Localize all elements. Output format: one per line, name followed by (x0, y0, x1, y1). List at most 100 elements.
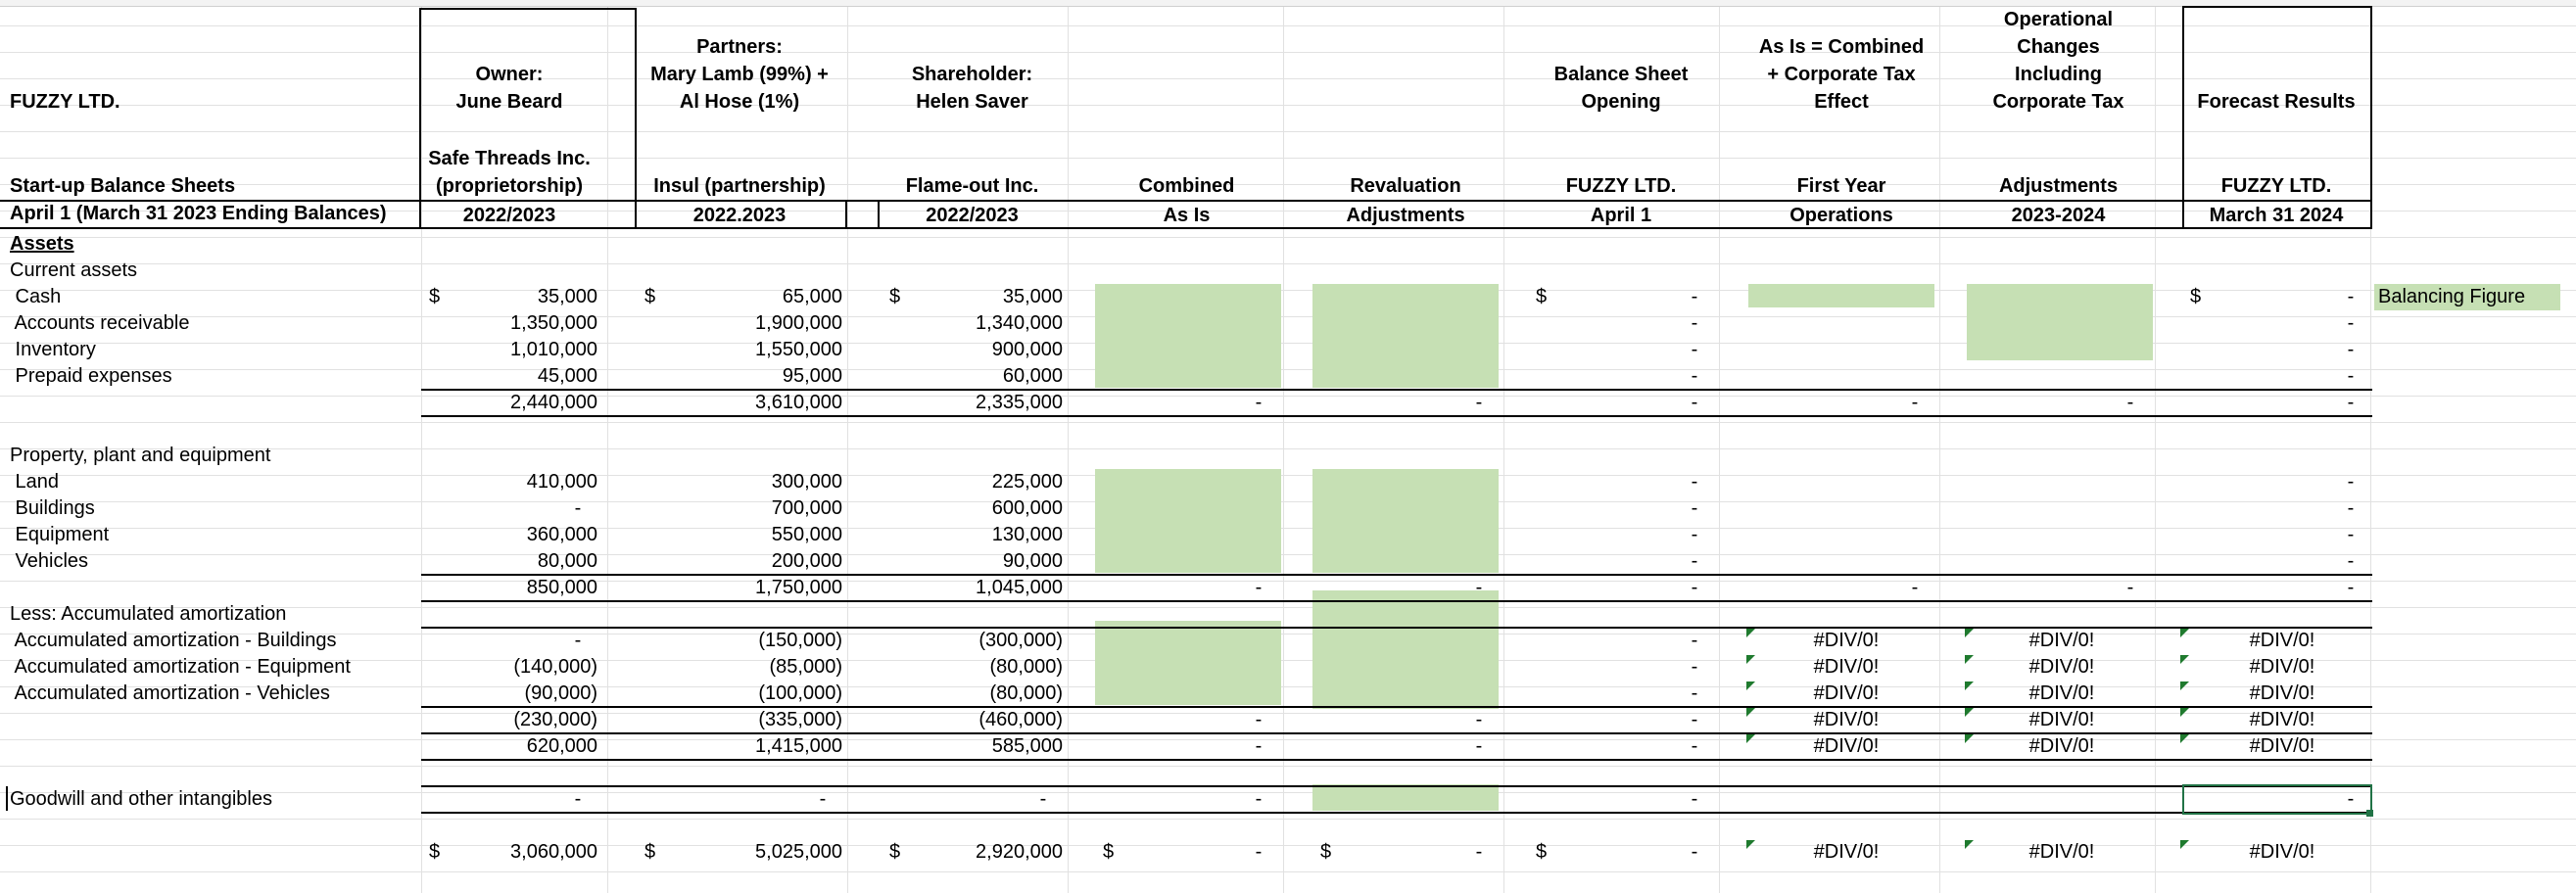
input-range-6[interactable] (1095, 621, 1281, 705)
cell-r5-c0[interactable]: 45,000 (537, 365, 597, 387)
input-range-4[interactable] (1095, 469, 1281, 573)
cell-r12-c8[interactable]: - (2347, 550, 2355, 572)
active-cell-selection[interactable] (2182, 784, 2372, 815)
cell-r23-c5[interactable]: - (1691, 841, 1698, 863)
cell-r10-c8[interactable]: - (2347, 497, 2355, 519)
cell-r3-c1[interactable]: 1,900,000 (755, 312, 842, 334)
input-range-1[interactable] (1312, 284, 1499, 388)
cell-r10-c1[interactable]: 700,000 (771, 497, 842, 519)
cell-r5-c8[interactable]: - (2347, 365, 2355, 387)
cell-r10-c2[interactable]: 600,000 (991, 497, 1063, 519)
cell-r16-c0[interactable]: (140,000) (513, 656, 597, 678)
cell-r2-c2[interactable]: 35,000 (1002, 286, 1063, 307)
cell-r4-c5[interactable]: - (1691, 339, 1698, 360)
cell-r17-c5[interactable]: - (1691, 682, 1698, 704)
cell-r23-c0[interactable]: 3,060,000 (510, 841, 597, 863)
cell-r19-c7[interactable]: #DIV/0! (2028, 735, 2095, 757)
cell-r23-c2[interactable]: 2,920,000 (976, 841, 1063, 863)
selection-fill-handle[interactable] (2366, 810, 2373, 817)
cell-r16-c6[interactable]: #DIV/0! (1813, 656, 1880, 678)
cell-r11-c0[interactable]: 360,000 (526, 524, 597, 545)
cell-r23-c6[interactable]: #DIV/0! (1813, 841, 1880, 863)
cell-r5-c5[interactable]: - (1691, 365, 1698, 387)
cell-r12-c0[interactable]: 80,000 (537, 550, 597, 572)
cell-r18-c7[interactable]: #DIV/0! (2028, 709, 2095, 730)
cell-r21-c2[interactable]: - (1039, 788, 1047, 810)
cell-r6-c4[interactable]: - (1475, 392, 1483, 413)
cell-r17-c0[interactable]: (90,000) (524, 682, 598, 704)
cell-r6-c3[interactable]: - (1255, 392, 1263, 413)
cell-r6-c2[interactable]: 2,335,000 (976, 392, 1063, 413)
cell-r6-c5[interactable]: - (1691, 392, 1698, 413)
cell-r12-c1[interactable]: 200,000 (771, 550, 842, 572)
cell-r15-c0[interactable]: - (574, 630, 582, 651)
cell-r2-c0[interactable]: 35,000 (537, 286, 597, 307)
cell-r16-c7[interactable]: #DIV/0! (2028, 656, 2095, 678)
cell-r9-c0[interactable]: 410,000 (526, 471, 597, 493)
cell-r17-c7[interactable]: #DIV/0! (2028, 682, 2095, 704)
cell-r18-c2[interactable]: (460,000) (978, 709, 1063, 730)
cell-r18-c4[interactable]: - (1475, 709, 1483, 730)
cell-r4-c8[interactable]: - (2347, 339, 2355, 360)
cell-r17-c2[interactable]: (80,000) (989, 682, 1064, 704)
cell-r6-c1[interactable]: 3,610,000 (755, 392, 842, 413)
input-range-0[interactable] (1095, 284, 1281, 388)
cell-r5-c2[interactable]: 60,000 (1002, 365, 1063, 387)
cell-r21-c0[interactable]: - (574, 788, 582, 810)
cell-r19-c2[interactable]: 585,000 (991, 735, 1063, 757)
cell-r23-c3[interactable]: - (1255, 841, 1263, 863)
input-range-3[interactable] (1967, 284, 2153, 360)
cell-r4-c2[interactable]: 900,000 (991, 339, 1063, 360)
cell-r23-c4[interactable]: - (1475, 841, 1483, 863)
cell-r2-c8[interactable]: - (2347, 286, 2355, 307)
cell-r17-c6[interactable]: #DIV/0! (1813, 682, 1880, 704)
cell-r19-c4[interactable]: - (1475, 735, 1483, 757)
cell-r3-c0[interactable]: 1,350,000 (510, 312, 597, 334)
input-range-5[interactable] (1312, 469, 1499, 573)
cell-r18-c6[interactable]: #DIV/0! (1813, 709, 1880, 730)
cell-r3-c2[interactable]: 1,340,000 (976, 312, 1063, 334)
cell-r11-c2[interactable]: 130,000 (991, 524, 1063, 545)
cell-r13-c5[interactable]: - (1691, 577, 1698, 598)
cell-r6-c6[interactable]: - (1911, 392, 1919, 413)
cell-r9-c2[interactable]: 225,000 (991, 471, 1063, 493)
cell-r11-c5[interactable]: - (1691, 524, 1698, 545)
cell-r13-c2[interactable]: 1,045,000 (976, 577, 1063, 598)
cell-r4-c0[interactable]: 1,010,000 (510, 339, 597, 360)
cell-r6-c0[interactable]: 2,440,000 (510, 392, 597, 413)
column-header-strip[interactable] (0, 0, 2576, 7)
cell-r6-c7[interactable]: - (2126, 392, 2134, 413)
cell-r19-c6[interactable]: #DIV/0! (1813, 735, 1880, 757)
cell-r19-c3[interactable]: - (1255, 735, 1263, 757)
cell-r9-c5[interactable]: - (1691, 471, 1698, 493)
cell-r18-c0[interactable]: (230,000) (513, 709, 597, 730)
cell-r16-c5[interactable]: - (1691, 656, 1698, 678)
cell-r15-c2[interactable]: (300,000) (978, 630, 1063, 651)
input-range-8[interactable] (1312, 784, 1499, 811)
cell-r6-c8[interactable]: - (2347, 392, 2355, 413)
cell-r9-c8[interactable]: - (2347, 471, 2355, 493)
cell-r15-c6[interactable]: #DIV/0! (1813, 630, 1880, 651)
cell-r12-c2[interactable]: 90,000 (1002, 550, 1063, 572)
cell-r19-c5[interactable]: - (1691, 735, 1698, 757)
cell-r21-c3[interactable]: - (1255, 788, 1263, 810)
cell-r17-c1[interactable]: (100,000) (758, 682, 842, 704)
cell-r11-c1[interactable]: 550,000 (771, 524, 842, 545)
cell-r13-c4[interactable]: - (1475, 577, 1483, 598)
cell-r13-c8[interactable]: - (2347, 577, 2355, 598)
cell-r11-c8[interactable]: - (2347, 524, 2355, 545)
cell-r4-c1[interactable]: 1,550,000 (755, 339, 842, 360)
cell-r21-c1[interactable]: - (819, 788, 827, 810)
cell-r19-c0[interactable]: 620,000 (526, 735, 597, 757)
cell-r16-c1[interactable]: (85,000) (769, 656, 843, 678)
input-range-7[interactable] (1312, 590, 1499, 709)
cell-r18-c1[interactable]: (335,000) (758, 709, 842, 730)
cell-r3-c8[interactable]: - (2347, 312, 2355, 334)
cell-r10-c5[interactable]: - (1691, 497, 1698, 519)
cell-r13-c7[interactable]: - (2126, 577, 2134, 598)
cell-r18-c5[interactable]: - (1691, 709, 1698, 730)
cell-r10-c0[interactable]: - (574, 497, 582, 519)
cell-r5-c1[interactable]: 95,000 (782, 365, 842, 387)
cell-r15-c1[interactable]: (150,000) (758, 630, 842, 651)
